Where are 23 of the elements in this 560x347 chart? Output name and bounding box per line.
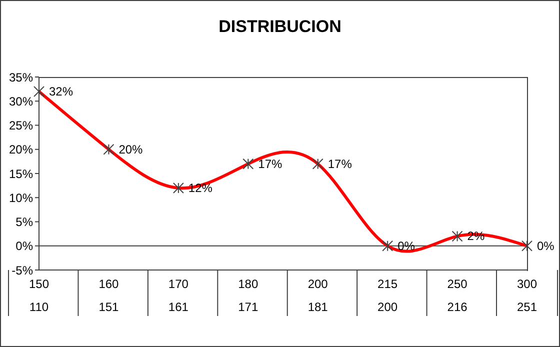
y-tick-label: 30%: [8, 94, 34, 108]
x-tick-label: 180 171: [238, 277, 258, 314]
data-label: 17%: [258, 156, 282, 171]
x-tick-label: 200 181: [308, 277, 328, 314]
data-label: 32%: [49, 84, 74, 98]
data-label: 0%: [537, 238, 555, 253]
y-tick-label: 15%: [8, 166, 34, 181]
y-tick-label: 5%: [16, 215, 34, 230]
x-tick-label: 250 216: [447, 277, 468, 314]
data-label: 17%: [328, 156, 352, 171]
y-tick-label: 0%: [16, 239, 34, 254]
y-tick-label: 10%: [8, 190, 34, 205]
x-tick-label: 160 151: [98, 277, 120, 314]
chart-title: DISTRIBUCION: [218, 17, 342, 37]
x-tick-label: 215 200: [378, 277, 398, 314]
x-tick-label: 150 110: [28, 277, 50, 314]
x-tick-label: 300 251: [516, 277, 538, 314]
y-tick-label: 35%: [8, 70, 34, 84]
y-tick-label: 20%: [8, 142, 34, 157]
y-tick-label: -5%: [12, 263, 34, 278]
y-tick-label: 25%: [8, 118, 34, 133]
x-tick-label: 170 161: [168, 277, 189, 314]
data-label: 20%: [118, 142, 144, 156]
